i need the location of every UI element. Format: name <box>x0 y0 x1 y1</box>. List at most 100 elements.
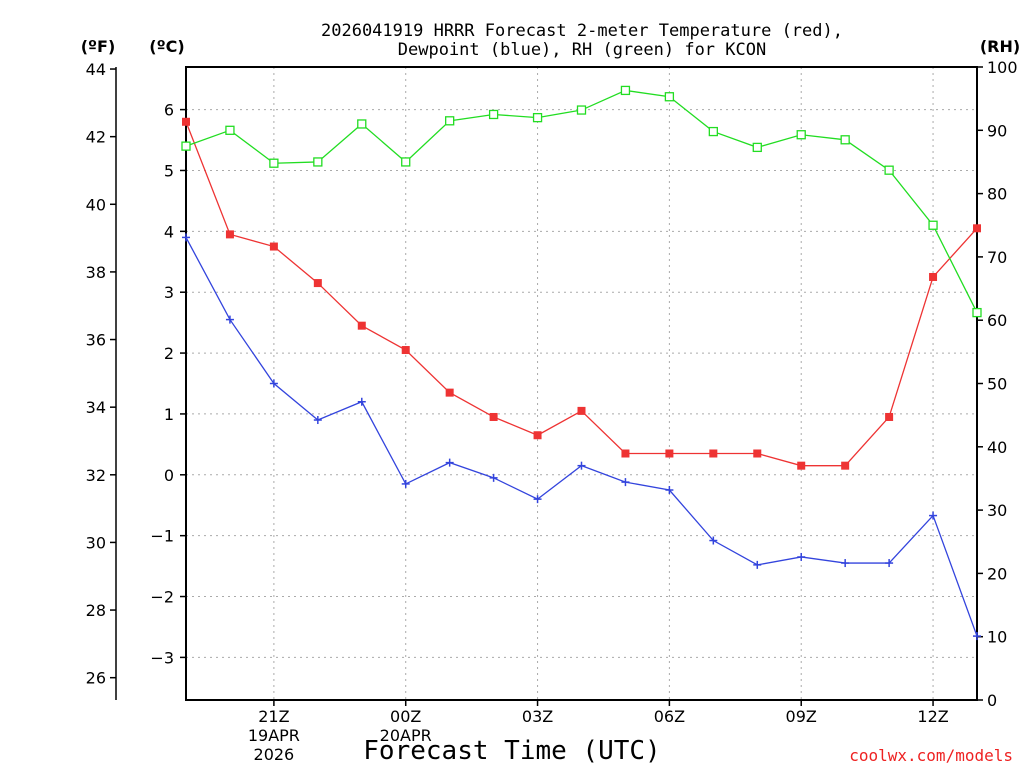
fahrenheit-tick-label: 44 <box>86 60 106 79</box>
rh-tick-label: 0 <box>987 691 997 710</box>
rh-unit-label: (RH) <box>980 37 1020 56</box>
celsius-tick-label: −1 <box>150 527 174 546</box>
dewpoint-point <box>357 397 366 406</box>
dewpoint-point <box>577 461 586 470</box>
temperature-point <box>357 321 366 330</box>
celsius-tick-label: 4 <box>164 222 174 241</box>
celsius-tick-label: 3 <box>164 283 174 302</box>
temperature-point <box>929 272 938 281</box>
temperature-point <box>445 388 454 397</box>
temperature-point <box>753 449 762 458</box>
rh-point <box>752 142 762 153</box>
dewpoint-point <box>269 379 278 388</box>
rh-point <box>401 157 411 167</box>
temperature-point <box>709 449 718 458</box>
rh-point <box>928 220 938 230</box>
temperature-point <box>577 406 586 415</box>
x-tick-year-label: 2026 <box>254 745 295 764</box>
celsius-unit-label: (ºC) <box>149 37 184 56</box>
celsius-tick-label: 2 <box>164 344 174 363</box>
celsius-tick-label: 5 <box>164 161 174 180</box>
dewpoint-point <box>797 552 806 561</box>
rh-tick-label: 40 <box>987 438 1007 457</box>
celsius-tick-label: 0 <box>164 466 174 485</box>
credit-text: coolwx.com/models <box>849 746 1013 765</box>
rh-point <box>576 105 587 115</box>
rh-point <box>708 126 718 137</box>
dewpoint-point <box>401 479 410 488</box>
fahrenheit-tick-label: 34 <box>86 398 106 417</box>
temperature-point <box>401 346 410 355</box>
x-tick-label: 03Z <box>522 707 553 726</box>
fahrenheit-tick-label: 40 <box>86 195 106 214</box>
rh-point <box>884 165 894 175</box>
rh-series <box>181 85 982 318</box>
fahrenheit-tick-label: 42 <box>86 128 106 147</box>
rh-tick-label: 70 <box>987 248 1007 267</box>
temperature-point <box>621 449 630 458</box>
rh-tick-label: 10 <box>987 628 1007 647</box>
temperature-point <box>182 117 190 126</box>
celsius-tick-label: 6 <box>164 101 174 120</box>
temperature-series <box>182 117 981 470</box>
rh-point <box>445 116 455 126</box>
fahrenheit-unit-label: (ºF) <box>81 37 116 56</box>
rh-point <box>313 157 323 167</box>
temperature-point <box>313 279 322 288</box>
rh-point <box>664 92 675 102</box>
rh-tick-label: 100 <box>987 58 1018 77</box>
rh-tick-label: 30 <box>987 501 1007 520</box>
series-layer <box>181 85 982 641</box>
axes-layer: −3−2−10123456262830323436384042440102030… <box>86 58 1018 764</box>
x-tick-label: 09Z <box>786 707 817 726</box>
rh-tick-label: 80 <box>987 185 1007 204</box>
dewpoint-point <box>182 233 190 242</box>
temperature-point <box>797 461 806 470</box>
dewpoint-point <box>753 560 762 569</box>
temperature-point <box>269 242 278 251</box>
dewpoint-series <box>182 233 981 641</box>
dewpoint-point <box>841 559 850 568</box>
rh-point <box>796 130 806 140</box>
x-tick-label: 00Z <box>390 707 421 726</box>
fahrenheit-tick-label: 28 <box>86 601 106 620</box>
dewpoint-point <box>885 559 894 568</box>
rh-point <box>972 307 982 318</box>
celsius-tick-label: −2 <box>150 588 174 607</box>
rh-point <box>269 158 279 168</box>
rh-point <box>840 135 850 145</box>
rh-point <box>488 109 499 120</box>
dewpoint-point <box>929 511 938 520</box>
dewpoint-line <box>185 237 978 637</box>
chart-title-line-1: 2026041919 HRRR Forecast 2-meter Tempera… <box>321 21 843 41</box>
celsius-tick-label: 1 <box>164 405 174 424</box>
dewpoint-point <box>445 458 454 467</box>
dewpoint-point <box>621 478 630 487</box>
dewpoint-point <box>709 536 718 545</box>
fahrenheit-tick-label: 30 <box>86 533 106 552</box>
temperature-point <box>841 461 850 470</box>
x-tick-label: 12Z <box>917 707 948 726</box>
chart-title-line-2: Dewpoint (blue), RH (green) for KCON <box>398 40 766 60</box>
celsius-tick-label: −3 <box>150 648 174 667</box>
rh-tick-label: 20 <box>987 564 1007 583</box>
dewpoint-point <box>225 315 234 324</box>
rh-point <box>181 141 191 151</box>
dewpoint-point <box>313 416 322 425</box>
rh-point <box>357 119 367 129</box>
fahrenheit-tick-label: 38 <box>86 263 106 282</box>
x-tick-label: 06Z <box>654 707 685 726</box>
rh-line <box>185 89 978 313</box>
rh-point <box>532 112 543 123</box>
temperature-point <box>885 412 894 421</box>
rh-tick-label: 90 <box>987 121 1007 140</box>
dewpoint-point <box>489 473 498 482</box>
x-tick-label: 21Z <box>258 707 289 726</box>
dewpoint-point <box>973 632 981 641</box>
temperature-point <box>225 230 234 239</box>
dewpoint-point <box>665 486 674 495</box>
temperature-point <box>665 449 674 458</box>
dewpoint-point <box>533 495 542 504</box>
